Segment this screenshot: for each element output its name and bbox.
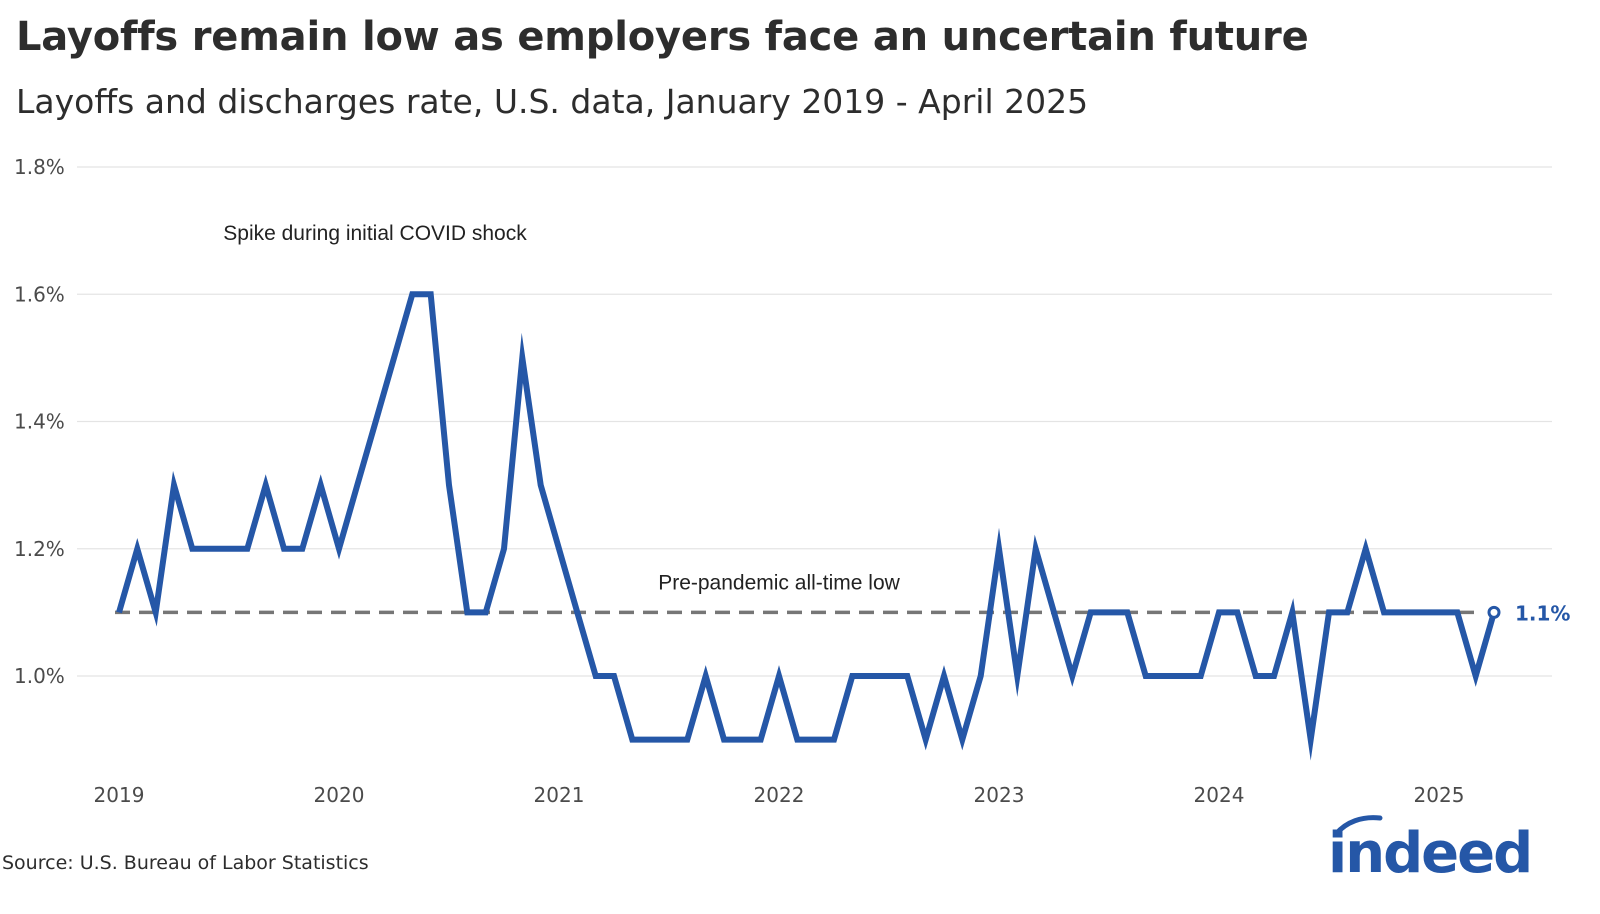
reference-line-group: Pre-pandemic all-time low	[115, 571, 1482, 615]
gridlines	[77, 166, 1552, 677]
y-axis-tick-labels: 1.0% 1.2% 1.4% 1.6% 1.8%	[14, 155, 65, 688]
x-tick-label: 2021	[534, 783, 585, 807]
chart-title: Layoffs remain low as employers face an …	[16, 14, 1309, 60]
y-tick-label: 1.0%	[14, 664, 65, 688]
x-tick-label: 2024	[1194, 783, 1245, 807]
y-tick-label: 1.6%	[14, 282, 65, 306]
indeed-logo: indeed	[1328, 815, 1533, 882]
y-tick-label: 1.8%	[14, 155, 65, 179]
x-axis-tick-labels: 2019 2020 2021 2022 2023 2024 2025	[94, 783, 1465, 807]
x-tick-label: 2023	[974, 783, 1025, 807]
end-value-label: 1.1%	[1515, 601, 1570, 625]
x-tick-label: 2019	[94, 783, 145, 807]
x-tick-label: 2020	[314, 783, 365, 807]
end-point-marker	[1487, 605, 1501, 619]
svg-text:indeed: indeed	[1328, 821, 1531, 882]
chart-subtitle: Layoffs and discharges rate, U.S. data, …	[16, 82, 1089, 121]
covid-annotation: Spike during initial COVID shock	[223, 222, 527, 245]
series-line	[116, 291, 1497, 761]
x-tick-label: 2025	[1414, 783, 1465, 807]
reference-line-label: Pre-pandemic all-time low	[658, 571, 900, 594]
y-tick-label: 1.4%	[14, 410, 65, 434]
y-tick-label: 1.2%	[14, 537, 65, 561]
source-note: Source: U.S. Bureau of Labor Statistics	[2, 852, 369, 874]
x-tick-label: 2022	[754, 783, 805, 807]
series-group	[116, 291, 1501, 761]
annotations-group: 1.1% Spike during initial COVID shock	[223, 222, 1570, 625]
